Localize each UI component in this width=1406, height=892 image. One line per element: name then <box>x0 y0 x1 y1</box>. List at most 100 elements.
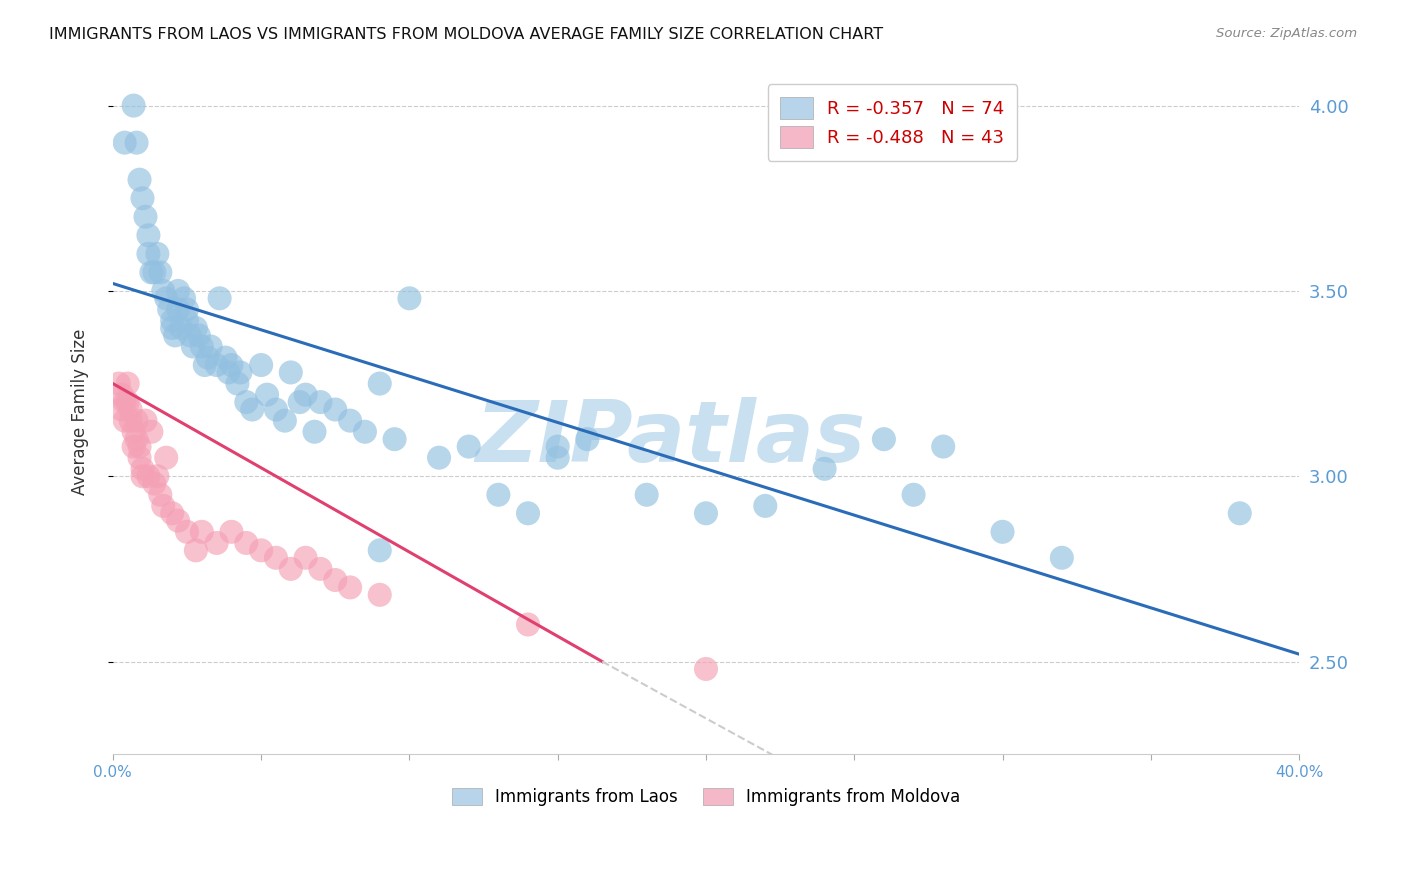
Point <box>264 550 287 565</box>
Point <box>427 450 450 465</box>
Point <box>695 662 717 676</box>
Point <box>368 543 391 558</box>
Point <box>143 265 166 279</box>
Point <box>256 387 278 401</box>
Point <box>486 488 509 502</box>
Point <box>152 284 174 298</box>
Point <box>157 302 180 317</box>
Text: ZIPatlas: ZIPatlas <box>475 397 866 480</box>
Point <box>235 536 257 550</box>
Point <box>131 191 153 205</box>
Point <box>194 358 217 372</box>
Point <box>205 358 228 372</box>
Point <box>280 562 302 576</box>
Point <box>167 514 190 528</box>
Point <box>122 425 145 439</box>
Point <box>754 499 776 513</box>
Point <box>149 488 172 502</box>
Point <box>208 291 231 305</box>
Point <box>181 339 204 353</box>
Point <box>226 376 249 391</box>
Point <box>187 328 209 343</box>
Point <box>107 376 129 391</box>
Point <box>229 366 252 380</box>
Point <box>122 440 145 454</box>
Point <box>141 425 163 439</box>
Point <box>873 432 896 446</box>
Point <box>294 550 316 565</box>
Point <box>134 210 156 224</box>
Point <box>323 402 346 417</box>
Point <box>149 265 172 279</box>
Point <box>1050 550 1073 565</box>
Point <box>179 328 201 343</box>
Point <box>176 313 198 327</box>
Point <box>155 450 177 465</box>
Point <box>138 228 160 243</box>
Point <box>240 402 263 417</box>
Point <box>636 488 658 502</box>
Point <box>576 432 599 446</box>
Point <box>294 387 316 401</box>
Point <box>138 469 160 483</box>
Text: Source: ZipAtlas.com: Source: ZipAtlas.com <box>1216 27 1357 40</box>
Point <box>368 588 391 602</box>
Point <box>160 506 183 520</box>
Point <box>274 414 297 428</box>
Point <box>160 321 183 335</box>
Point <box>173 291 195 305</box>
Point <box>131 469 153 483</box>
Point <box>903 488 925 502</box>
Point <box>117 395 139 409</box>
Y-axis label: Average Family Size: Average Family Size <box>72 328 89 494</box>
Point <box>280 366 302 380</box>
Point <box>152 499 174 513</box>
Point <box>235 395 257 409</box>
Point <box>250 358 273 372</box>
Point <box>128 172 150 186</box>
Point <box>138 247 160 261</box>
Point <box>120 414 142 428</box>
Point <box>117 376 139 391</box>
Point <box>221 358 243 372</box>
Point <box>146 247 169 261</box>
Point <box>111 387 134 401</box>
Point <box>170 321 193 335</box>
Point <box>214 351 236 365</box>
Point <box>323 573 346 587</box>
Point <box>547 440 569 454</box>
Point <box>176 302 198 317</box>
Point <box>197 351 219 365</box>
Point <box>191 524 214 539</box>
Point <box>813 462 835 476</box>
Point <box>114 414 136 428</box>
Point <box>128 450 150 465</box>
Point <box>517 617 540 632</box>
Point <box>398 291 420 305</box>
Point <box>184 321 207 335</box>
Point <box>547 450 569 465</box>
Point <box>134 414 156 428</box>
Point <box>120 402 142 417</box>
Point <box>184 543 207 558</box>
Point <box>457 440 479 454</box>
Point <box>143 476 166 491</box>
Text: IMMIGRANTS FROM LAOS VS IMMIGRANTS FROM MOLDOVA AVERAGE FAMILY SIZE CORRELATION : IMMIGRANTS FROM LAOS VS IMMIGRANTS FROM … <box>49 27 883 42</box>
Point <box>384 432 406 446</box>
Point <box>218 366 240 380</box>
Point <box>131 462 153 476</box>
Point <box>122 98 145 112</box>
Point <box>250 543 273 558</box>
Point <box>205 536 228 550</box>
Point <box>264 402 287 417</box>
Point <box>125 136 148 150</box>
Point <box>165 328 187 343</box>
Point <box>176 524 198 539</box>
Point <box>155 291 177 305</box>
Point <box>167 302 190 317</box>
Point <box>368 376 391 391</box>
Point <box>128 440 150 454</box>
Point <box>160 313 183 327</box>
Point <box>141 265 163 279</box>
Point <box>114 136 136 150</box>
